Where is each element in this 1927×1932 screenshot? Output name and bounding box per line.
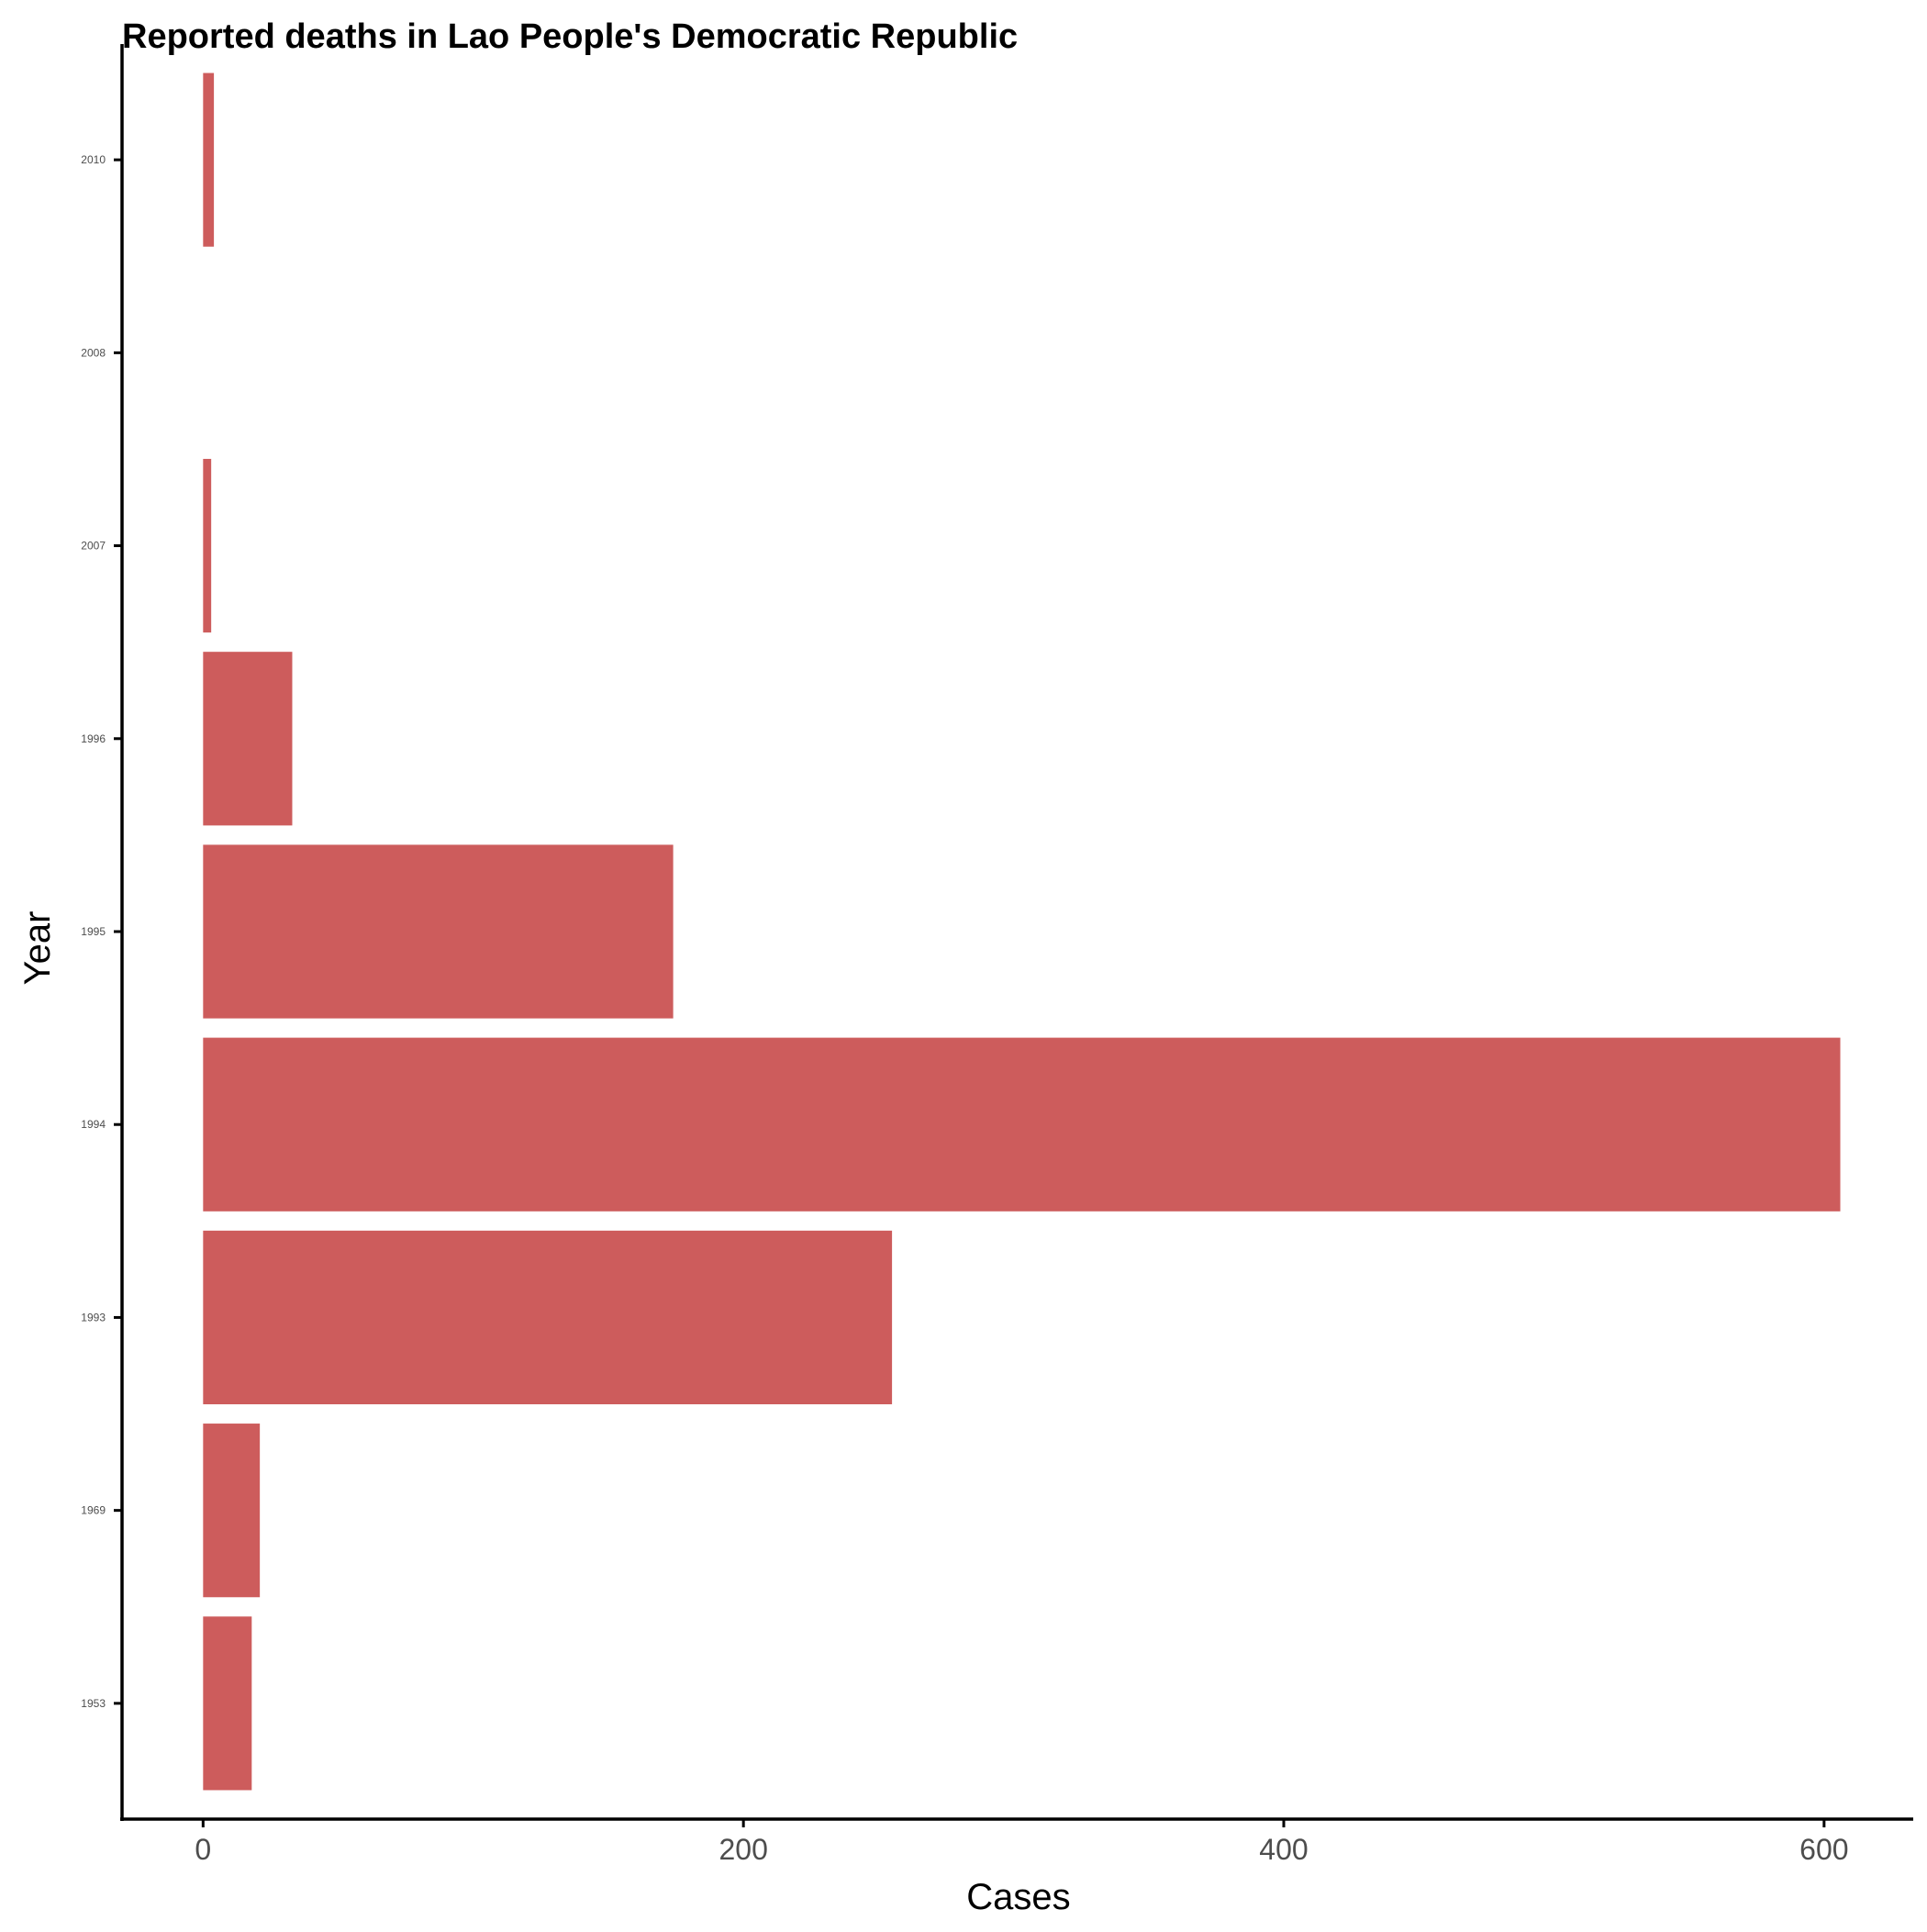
bar-1969 (203, 1424, 261, 1598)
bar-1994 (203, 1037, 1841, 1212)
y-tick-label-1996: 1996 (81, 732, 106, 745)
y-tick-label-2007: 2007 (81, 540, 106, 553)
bar-1995 (203, 844, 674, 1019)
y-tick-label-2008: 2008 (81, 346, 106, 359)
y-tick-label-1995: 1995 (81, 925, 106, 938)
bar-2007 (203, 458, 212, 633)
x-tick-label-0: 0 (195, 1833, 211, 1866)
chart-title: Reported deaths in Lao People's Democrat… (122, 17, 1018, 56)
x-axis-title: Cases (966, 1877, 1070, 1917)
x-tick-label-600: 600 (1799, 1833, 1848, 1866)
bars-layer (203, 73, 1841, 1791)
bar-1953 (203, 1616, 252, 1791)
bar-2010 (203, 73, 215, 247)
y-tick-label-1994: 1994 (81, 1118, 106, 1131)
y-tick-label-1993: 1993 (81, 1311, 106, 1323)
x-tick-label-400: 400 (1259, 1833, 1308, 1866)
y-tick-label-1953: 1953 (81, 1697, 106, 1710)
y-tick-label-1969: 1969 (81, 1504, 106, 1517)
x-tick-label-200: 200 (718, 1833, 767, 1866)
y-ticks-layer: 1953 1969 1993 1994 1995 1996 2007 2008 2010 (81, 153, 122, 1710)
y-tick-label-2010: 2010 (81, 153, 106, 166)
bar-1993 (203, 1230, 893, 1405)
x-ticks-layer: 0 200 400 600 (195, 1819, 1849, 1866)
y-axis-title: Year (17, 911, 58, 986)
bar-1996 (203, 652, 293, 826)
